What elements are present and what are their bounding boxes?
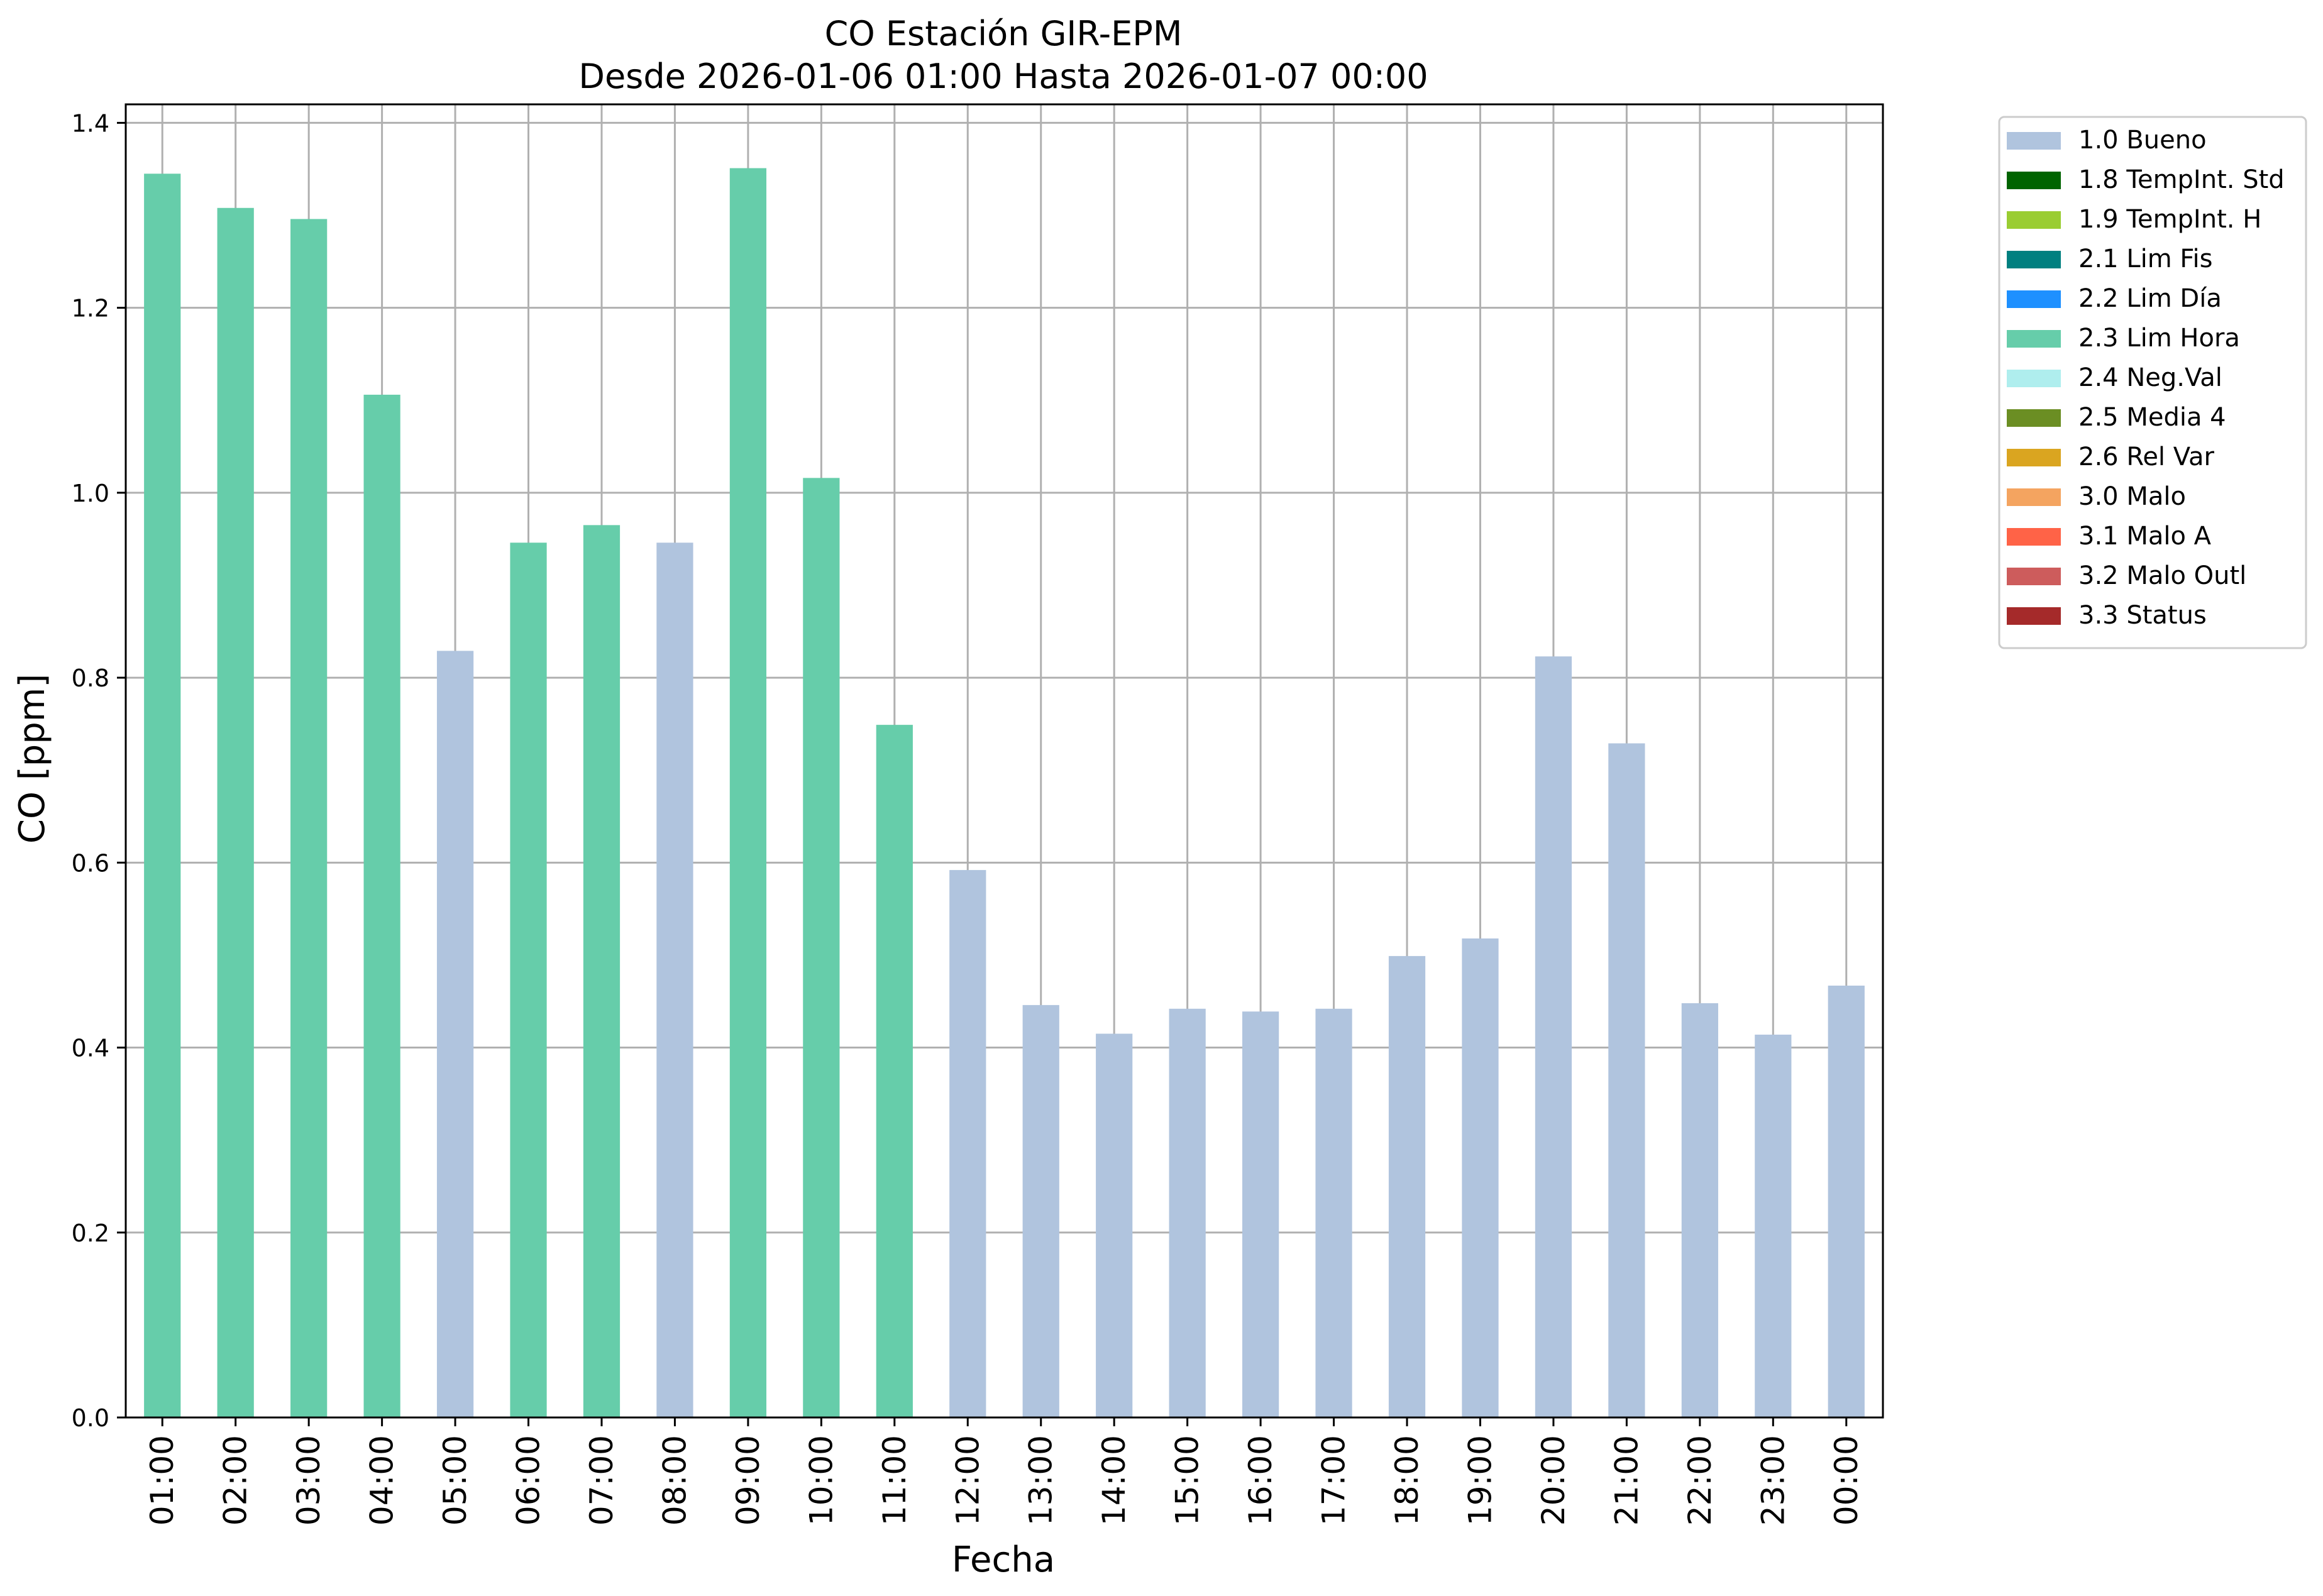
bar-2200 — [1681, 1003, 1718, 1417]
bar-0500 — [436, 651, 474, 1417]
legend-swatch — [2007, 251, 2061, 268]
y-axis-label: CO [ppm] — [12, 674, 53, 844]
bar-1200 — [949, 870, 986, 1417]
x-tick-label: 04:00 — [364, 1435, 400, 1526]
y-tick-label: 1.0 — [72, 480, 109, 507]
x-tick-label: 06:00 — [510, 1435, 547, 1526]
legend-swatch — [2007, 607, 2061, 625]
x-tick-label: 09:00 — [730, 1435, 766, 1526]
legend-label: 2.5 Media 4 — [2078, 403, 2226, 432]
bar-1600 — [1242, 1011, 1279, 1417]
legend-swatch — [2007, 568, 2061, 585]
legend-label: 2.6 Rel Var — [2078, 443, 2215, 471]
y-axis: 0.0 0.2 0.4 0.6 0.8 1.0 1.2 1.4 — [72, 109, 126, 1432]
legend-swatch — [2007, 409, 2061, 427]
legend-label: 2.4 Neg.Val — [2078, 363, 2222, 392]
x-tick-label: 17:00 — [1316, 1435, 1352, 1526]
y-tick-label: 0.0 — [72, 1404, 109, 1432]
bar-0300 — [290, 219, 328, 1418]
legend-swatch — [2007, 132, 2061, 150]
bar-1000 — [803, 478, 840, 1417]
legend-swatch — [2007, 488, 2061, 506]
x-tick-label: 11:00 — [876, 1435, 913, 1526]
y-tick-label: 0.2 — [72, 1219, 109, 1247]
legend-label: 2.1 Lim Fis — [2078, 245, 2212, 273]
legend-swatch — [2007, 290, 2061, 308]
y-tick-label: 1.2 — [72, 295, 109, 322]
bar-2000 — [1535, 656, 1572, 1417]
y-tick-label: 0.8 — [72, 664, 109, 692]
x-tick-label: 10:00 — [803, 1435, 839, 1526]
plot-frame — [124, 103, 1884, 1419]
legend-frame — [1998, 116, 2307, 649]
legend-label: 2.3 Lim Hora — [2078, 324, 2240, 353]
bar-0400 — [363, 394, 400, 1417]
bar-1700 — [1315, 1008, 1352, 1417]
bar-0700 — [583, 525, 621, 1417]
bar-1900 — [1462, 938, 1499, 1417]
x-tick-label: 13:00 — [1023, 1435, 1059, 1526]
chart-title-line2: Desde 2026-01-06 01:00 Hasta 2026-01-07 … — [578, 57, 1428, 96]
x-tick-label: 07:00 — [583, 1435, 620, 1526]
x-axis: 01:00 02:00 03:00 04:00 05:00 06:00 07:00 08:00… — [144, 1417, 1865, 1526]
legend-swatch — [2007, 211, 2061, 229]
bar-1500 — [1169, 1008, 1206, 1417]
x-tick-label: 19:00 — [1462, 1435, 1498, 1526]
x-tick-label: 01:00 — [144, 1435, 180, 1526]
legend-label: 2.2 Lim Día — [2078, 284, 2222, 313]
bars-layer — [144, 168, 1865, 1418]
x-tick-label: 14:00 — [1096, 1435, 1132, 1526]
x-tick-label: 20:00 — [1535, 1435, 1572, 1526]
x-tick-label: 22:00 — [1682, 1435, 1718, 1526]
bar-0200 — [217, 207, 254, 1417]
bar-0600 — [510, 542, 547, 1417]
bar-1300 — [1022, 1004, 1059, 1417]
x-tick-label: 16:00 — [1242, 1435, 1279, 1526]
legend-swatch — [2007, 330, 2061, 348]
bar-2100 — [1608, 743, 1645, 1417]
legend-label: 1.0 Bueno — [2078, 126, 2207, 155]
bar-2300 — [1755, 1034, 1792, 1417]
legend-label: 3.2 Malo Outl — [2078, 561, 2246, 590]
y-tick-label: 0.4 — [72, 1035, 109, 1062]
legend-label: 1.9 TempInt. H — [2078, 205, 2261, 234]
x-tick-label: 18:00 — [1389, 1435, 1425, 1526]
x-tick-label: 21:00 — [1608, 1435, 1645, 1526]
bar-1800 — [1388, 955, 1426, 1417]
legend-label: 3.1 Malo A — [2078, 522, 2212, 551]
x-tick-label: 00:00 — [1828, 1435, 1865, 1526]
legend-label: 3.3 Status — [2078, 601, 2207, 630]
bar-0900 — [729, 168, 767, 1417]
chart-title-line1: CO Estación GIR-EPM — [825, 14, 1183, 53]
bar-0800 — [656, 542, 693, 1417]
legend-swatch — [2007, 172, 2061, 189]
legend-label: 1.8 TempInt. Std — [2078, 165, 2285, 194]
x-tick-label: 08:00 — [656, 1435, 693, 1526]
x-tick-label: 12:00 — [949, 1435, 986, 1526]
bar-0100 — [144, 173, 181, 1418]
x-tick-label: 23:00 — [1755, 1435, 1791, 1526]
x-tick-label: 02:00 — [218, 1435, 254, 1526]
y-tick-label: 0.6 — [72, 849, 109, 877]
legend: 1.0 Bueno 1.8 TempInt. Std 1.9 TempInt. H 2… — [1998, 116, 2307, 649]
x-tick-label: 15:00 — [1169, 1435, 1206, 1526]
legend-label: 3.0 Malo — [2078, 482, 2186, 511]
legend-swatch — [2007, 528, 2061, 546]
legend-swatch — [2007, 449, 2061, 466]
bar-0000 — [1828, 985, 1865, 1417]
y-tick-label: 1.4 — [72, 109, 109, 137]
x-tick-label: 03:00 — [290, 1435, 327, 1526]
bar-1100 — [876, 725, 913, 1417]
legend-swatch — [2007, 370, 2061, 387]
x-axis-label: Fecha — [952, 1539, 1055, 1580]
bar-1400 — [1096, 1033, 1133, 1417]
x-tick-label: 05:00 — [437, 1435, 473, 1526]
